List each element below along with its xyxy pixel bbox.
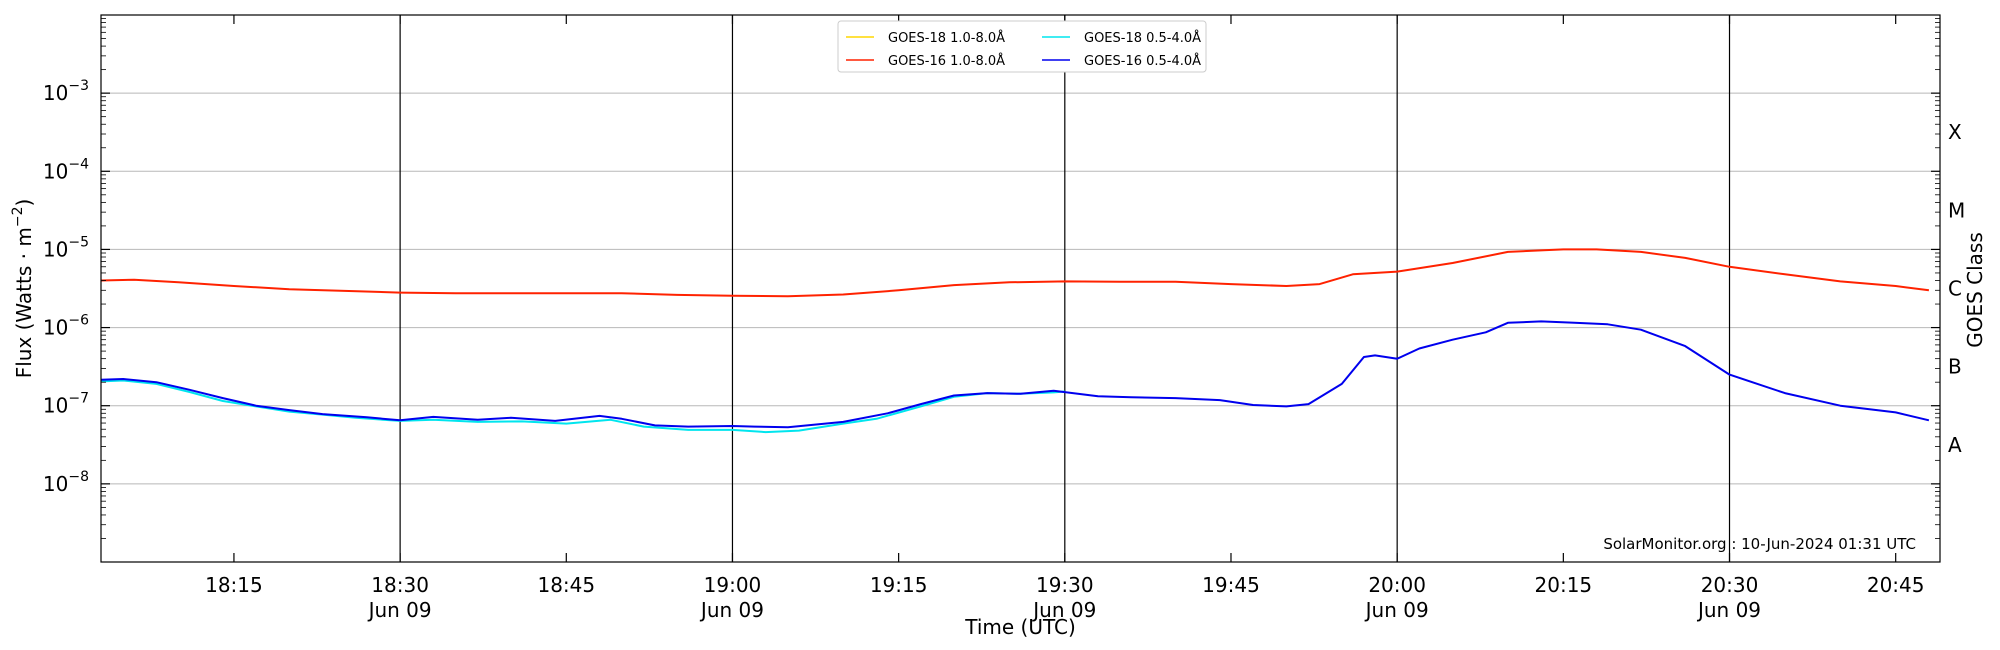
goes-class-label: B [1948, 355, 1962, 379]
goes-class-label: M [1948, 198, 1965, 222]
watermark-credit: SolarMonitor.org : 10-Jun-2024 01:31 UTC [1603, 535, 1916, 553]
x-tick-date-label: Jun 09 [367, 598, 432, 622]
x-tick-label: 20:30 [1701, 573, 1759, 597]
x-tick-date-label: Jun 09 [1364, 598, 1429, 622]
x-tick-date-label: Jun 09 [699, 598, 764, 622]
goes-class-axis-title: GOES Class [1963, 232, 1987, 348]
series-line [100, 320, 1930, 429]
y-tick-label: 10−8 [43, 469, 89, 496]
y-tick-label: 10−7 [43, 391, 89, 418]
x-tick-label: 20:45 [1867, 573, 1925, 597]
x-tick-label: 20:15 [1535, 573, 1593, 597]
x-tick-label: 18:45 [537, 573, 595, 597]
goes-class-label: A [1948, 433, 1962, 457]
legend-label: GOES-18 0.5-4.0Å [1084, 30, 1201, 46]
x-tick-label: 18:15 [205, 573, 263, 597]
legend-box [837, 20, 1207, 73]
y-tick-label: 10−5 [43, 234, 89, 261]
x-tick-label: 18:30 [371, 573, 429, 597]
x-tick-label: 19:00 [704, 573, 762, 597]
series-line [100, 248, 1930, 298]
plot-frame [100, 14, 1941, 563]
x-tick-date-label: Jun 09 [1696, 598, 1761, 622]
grid-layer [101, 92, 1940, 485]
legend: GOES-18 1.0-8.0Å GOES-18 0.5-4.0Å GOES-16 … [837, 20, 1207, 73]
legend-label: GOES-16 0.5-4.0Å [1084, 53, 1201, 69]
goes-class-axis: A B C M X [1948, 120, 1965, 457]
day-lines [399, 15, 1731, 562]
series-line [100, 379, 1065, 434]
y-axis-title: Flux (Watts · m−2) [10, 199, 36, 379]
y-tick-label: 10−4 [43, 156, 89, 183]
legend-label: GOES-16 1.0-8.0Å [888, 53, 1005, 69]
y-tick-label: 10−6 [43, 313, 89, 340]
goes-class-label: C [1948, 277, 1962, 301]
x-tick-date-label: Jun 09 [1031, 598, 1096, 622]
x-tick-label: 20:00 [1368, 573, 1426, 597]
x-axis-title: Time (UTC) [964, 615, 1076, 639]
y-axis: 10−8 10−7 10−6 10−5 10−4 10−3 [43, 18, 1940, 539]
goes-class-label: X [1948, 120, 1962, 144]
x-tick-label: 19:45 [1202, 573, 1260, 597]
y-tick-label: 10−3 [43, 78, 89, 105]
x-tick-label: 19:30 [1036, 573, 1094, 597]
x-tick-label: 19:15 [870, 573, 928, 597]
series-layer [100, 248, 1930, 434]
legend-label: GOES-18 1.0-8.0Å [888, 30, 1005, 46]
